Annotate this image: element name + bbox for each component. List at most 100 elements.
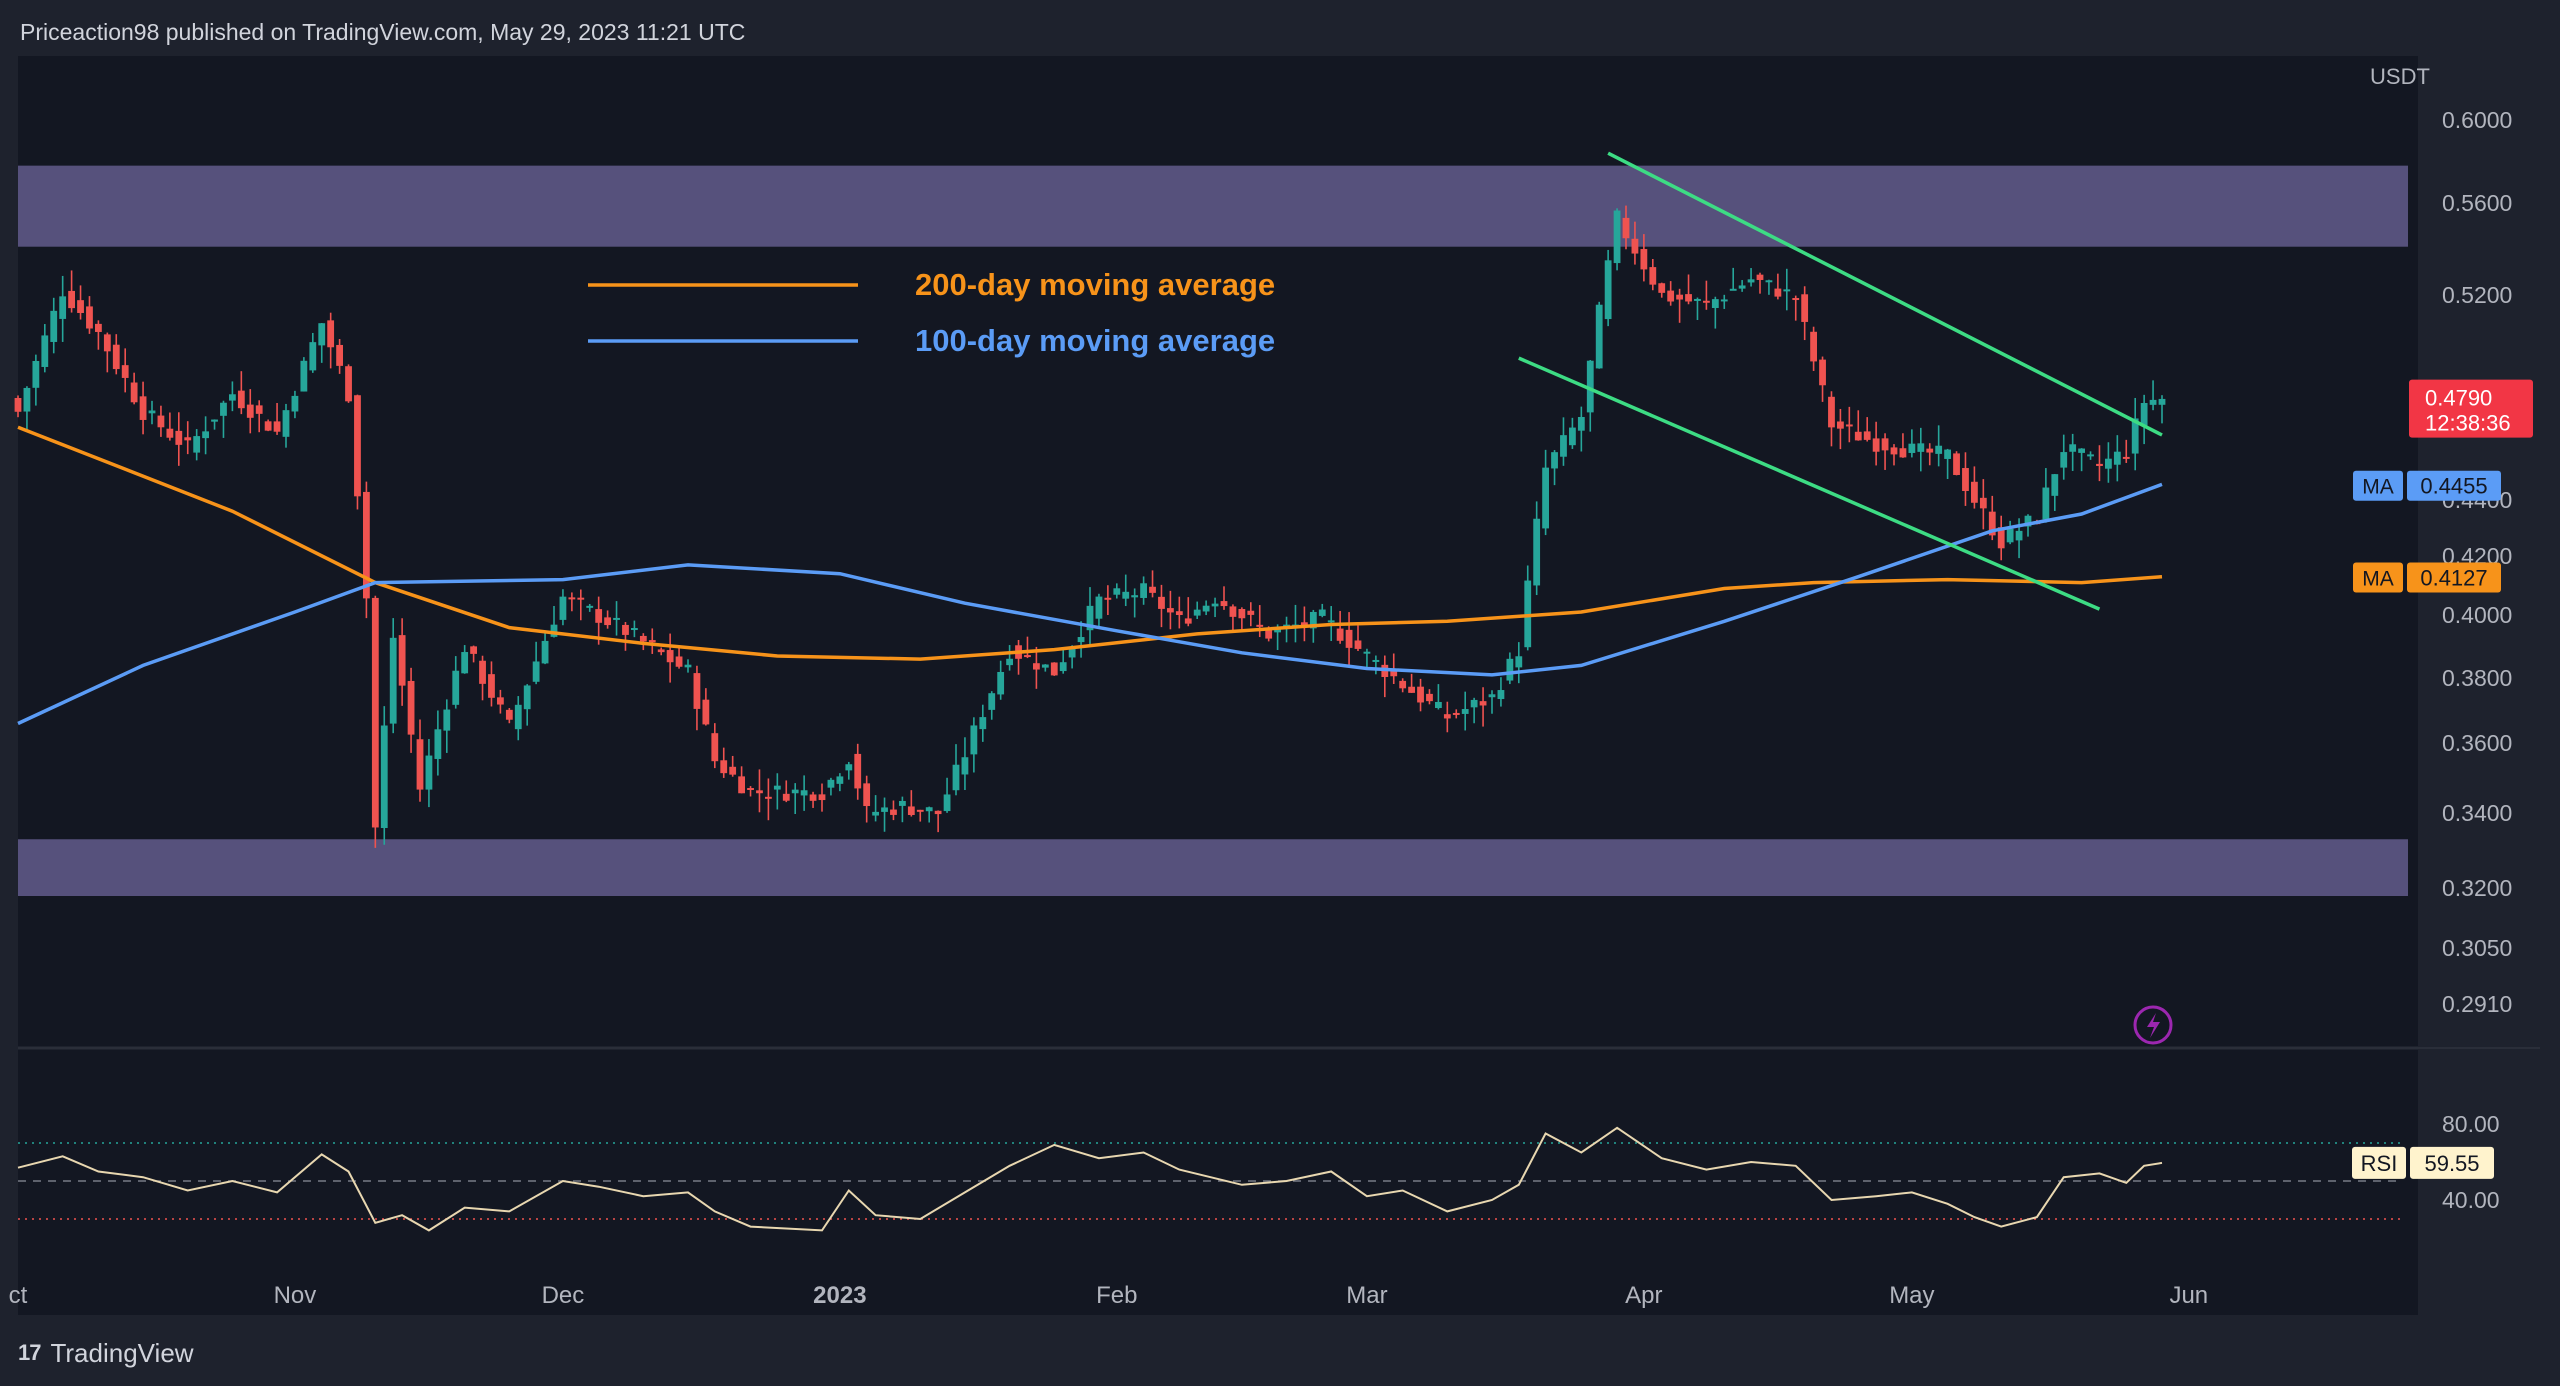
- ma200-line: [17, 425, 2163, 661]
- candle-down: [648, 640, 656, 643]
- price-axis[interactable]: USDT0.60000.56000.52000.48000.44000.4200…: [2370, 64, 2512, 1017]
- candle-down: [470, 646, 477, 654]
- rsi-pane: [18, 1050, 2418, 1315]
- candle-up: [1917, 443, 1925, 452]
- candle-down: [264, 421, 272, 431]
- rsi-value-text: 59.55: [2424, 1151, 2479, 1176]
- candle-up: [1711, 299, 1719, 308]
- candle-up: [1765, 280, 1773, 283]
- candle-up: [1497, 690, 1505, 700]
- candle-down: [68, 290, 75, 309]
- candle-down: [1819, 359, 1826, 386]
- candle-down: [1149, 586, 1156, 593]
- candle-down: [639, 635, 647, 642]
- candle-down: [130, 382, 138, 403]
- candle-down: [622, 624, 629, 635]
- candle-up: [1560, 435, 1567, 457]
- candle-up: [514, 704, 522, 730]
- candle-down: [1426, 693, 1433, 702]
- ma-name-text: MA: [2362, 568, 2394, 591]
- candle-down: [1872, 438, 1880, 452]
- candle-up: [1068, 647, 1076, 658]
- candles-layer: [14, 205, 2166, 848]
- candle-down: [720, 760, 728, 774]
- candle-up: [1193, 609, 1201, 616]
- candle-up: [1533, 518, 1541, 586]
- ma-value-tag: [2407, 562, 2501, 593]
- candle-down: [103, 334, 111, 352]
- candle-down: [479, 660, 486, 684]
- candle-up: [631, 628, 638, 631]
- candle-up: [309, 342, 317, 371]
- candle-up: [800, 790, 808, 796]
- rsi-line: [17, 1126, 2163, 1232]
- candle-down: [1024, 655, 1031, 658]
- candle-up: [961, 757, 969, 775]
- candle-up: [872, 811, 879, 816]
- candle-down: [1175, 611, 1183, 615]
- candle-down: [2096, 463, 2103, 466]
- tradingview-logo-text: TradingView: [50, 1337, 194, 1368]
- time-axis-label: Jun: [2169, 1282, 2208, 1309]
- time-axis-label: Feb: [1096, 1282, 1137, 1309]
- candle-up: [684, 664, 692, 668]
- candle-down: [1667, 290, 1675, 302]
- tradingview-logo[interactable]: 17 TradingView: [18, 1336, 194, 1370]
- candle-down: [1390, 669, 1398, 677]
- candle-down: [1220, 601, 1228, 607]
- candle-up: [1202, 605, 1210, 612]
- candle-up: [1595, 304, 1603, 369]
- candle-down: [1229, 606, 1237, 617]
- candle-down: [604, 617, 611, 626]
- candle-down: [702, 699, 710, 725]
- candle-up: [1515, 656, 1523, 668]
- time-axis-label: May: [1889, 1282, 1934, 1309]
- candle-down: [1354, 640, 1362, 649]
- candle-down: [1399, 680, 1407, 689]
- time-axis-label: Nov: [274, 1282, 317, 1309]
- candle-up: [1122, 591, 1130, 599]
- candle-down: [14, 398, 22, 412]
- rsi-value-tag: [2410, 1146, 2494, 1179]
- candle-down: [711, 733, 719, 762]
- candle-down: [568, 597, 576, 600]
- candle-up: [389, 637, 397, 724]
- candle-down: [1301, 622, 1308, 626]
- candle-down: [1256, 624, 1264, 627]
- candle-up: [1542, 467, 1549, 529]
- candle-down: [1184, 618, 1192, 624]
- candle-down: [1622, 217, 1630, 239]
- last-price-countdown: 12:38:36: [2425, 411, 2511, 436]
- candle-up: [532, 661, 540, 682]
- candle-up: [613, 617, 620, 620]
- candle-down: [1899, 448, 1907, 458]
- candle-up: [452, 670, 460, 705]
- candle-up: [1577, 417, 1585, 431]
- candle-up: [291, 395, 299, 412]
- candle-down: [1890, 447, 1898, 455]
- alert-icon[interactable]: [2133, 1005, 2173, 1045]
- candle-up: [1729, 288, 1737, 291]
- candle-up: [943, 794, 951, 812]
- candle-down: [1050, 662, 1058, 676]
- candle-down: [729, 766, 737, 775]
- candle-up: [2140, 402, 2148, 426]
- candle-down: [818, 794, 826, 801]
- candle-up: [1274, 628, 1281, 633]
- price-tick-label: 0.3600: [2442, 730, 2512, 756]
- candle-down: [809, 794, 817, 801]
- candle-up: [461, 652, 469, 674]
- candle-up: [220, 402, 227, 416]
- candle-up: [1095, 596, 1103, 619]
- candle-down: [246, 404, 254, 418]
- time-axis[interactable]: ct Nov Dec 2023 Feb Mar Apr May Jun: [9, 1282, 2208, 1309]
- candle-up: [2024, 515, 2032, 527]
- candle-down: [1649, 267, 1657, 285]
- candle-up: [1461, 709, 1469, 714]
- candle-down: [1408, 686, 1415, 693]
- candle-up: [32, 360, 40, 388]
- price-tick-label: 0.5600: [2442, 190, 2512, 216]
- candle-up: [1327, 620, 1335, 623]
- candle-down: [693, 673, 701, 709]
- support-zone: [18, 839, 2408, 896]
